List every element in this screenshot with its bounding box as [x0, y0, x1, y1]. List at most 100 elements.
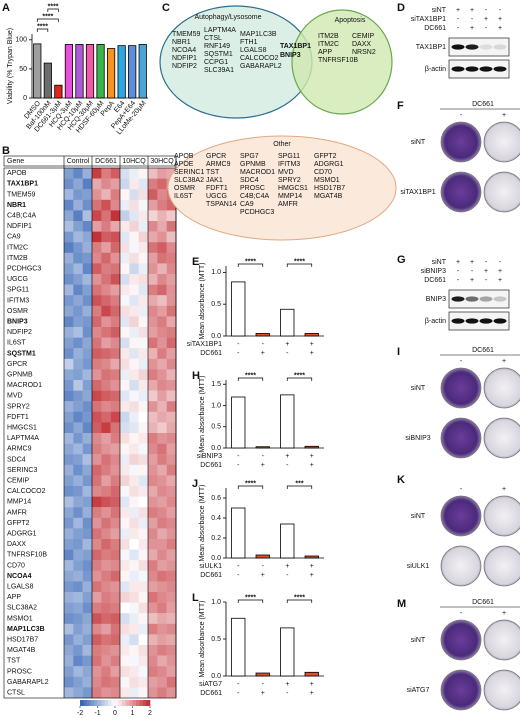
heatmap-cell [92, 316, 102, 328]
heatmap-cell [92, 422, 102, 434]
colorbar-step [111, 700, 116, 706]
heatmap-cell [110, 676, 121, 688]
panel-letter: A [2, 2, 10, 14]
heatmap-cell [157, 528, 167, 540]
condition-sign: - [237, 681, 240, 688]
gene-name: DAXX [352, 41, 371, 48]
heatmap-cell [64, 475, 74, 487]
heatmap-cell [157, 581, 167, 593]
heatmap-cell [157, 613, 167, 624]
condition-sign: + [498, 268, 502, 275]
heatmap-cell [101, 348, 111, 359]
condition-sign: - [471, 268, 474, 275]
heatmap-cell [64, 242, 74, 253]
heatmap-cell [64, 443, 74, 455]
heatmap-cell [110, 645, 121, 656]
gene-name: SLC39A1 [204, 67, 234, 74]
heatmap-cell [73, 443, 83, 455]
gene-name: APP [318, 49, 332, 56]
apoptosis-set [291, 9, 393, 115]
colorbar-step [83, 700, 88, 706]
condition-sign: - [457, 25, 460, 32]
heatmap-cell [120, 528, 130, 540]
panel-letter: D [397, 2, 405, 14]
heatmap-cell [101, 623, 111, 635]
condition-label: siULK1 [199, 563, 222, 570]
heatmap-cell [110, 443, 121, 455]
heatmap-cell [82, 337, 93, 349]
gene-name: TST [206, 169, 220, 176]
culture-plate [440, 619, 482, 661]
heatmap-cell [138, 443, 149, 455]
heatmap-cell [166, 390, 177, 402]
heatmap-cell [129, 634, 139, 646]
heatmap-cell [110, 666, 121, 677]
gene-name: CA9 [240, 201, 254, 208]
blot-band [493, 44, 507, 50]
condition-sign: + [261, 462, 265, 469]
heatmap-cell [120, 592, 130, 603]
heatmap-cell [157, 560, 167, 571]
heatmap-cell [92, 284, 102, 296]
heatmap-cell [92, 369, 102, 381]
other-set [167, 135, 397, 241]
gene-label: HMGCS1 [7, 425, 37, 432]
condition-sign: + [498, 16, 502, 23]
heatmap-cell [92, 305, 102, 317]
heatmap-cell [138, 528, 149, 540]
condition-sign: + [285, 563, 289, 570]
heatmap-cell [101, 380, 111, 391]
heatmap-cell [73, 242, 83, 253]
heatmap-cell [157, 199, 167, 211]
blot-membrane [448, 37, 510, 57]
heatmap-cell [166, 168, 177, 179]
heatmap-cell [110, 687, 121, 699]
heatmap-cell [101, 358, 111, 370]
heatmap-cell [101, 284, 111, 296]
heatmap-cell [148, 189, 158, 200]
heatmap-cell [101, 687, 111, 699]
heatmap-cell [110, 380, 121, 391]
heatmap-cell [110, 369, 121, 381]
heatmap-cell [82, 581, 93, 593]
heatmap-cell [138, 305, 149, 317]
significance-label: **** [294, 594, 305, 601]
y-tick-label: 0.4 [211, 515, 221, 522]
heatmap-cell [166, 443, 177, 455]
heatmap-cell [129, 337, 139, 349]
heatmap-cell [148, 464, 158, 476]
condition-sign: - [237, 462, 240, 469]
gene-name: IFITM3 [278, 161, 300, 168]
significance-label: **** [245, 480, 256, 487]
heatmap-cell [73, 645, 83, 656]
heatmap-cell [166, 560, 177, 571]
heatmap-cell [148, 168, 158, 179]
heatmap-cell [82, 348, 93, 359]
heatmap-cell [64, 676, 74, 688]
heatmap-cell [82, 178, 93, 190]
culture-plate [483, 495, 520, 537]
heatmap-cell [148, 496, 158, 508]
bar [304, 445, 319, 449]
heatmap-cell [166, 666, 177, 677]
heatmap-cell [101, 178, 111, 190]
blot-band [493, 296, 507, 302]
heatmap-cell [129, 666, 139, 677]
heatmap-cell [120, 602, 130, 614]
gene-label: FDFT1 [7, 414, 29, 421]
heatmap-cell [148, 390, 158, 402]
blot-band [479, 318, 493, 324]
heatmap-cell [138, 231, 149, 243]
condition-label: siNT [432, 7, 447, 14]
heatmap-cell [129, 496, 139, 508]
plate-header: DC661 [472, 101, 494, 108]
blot-band [451, 296, 465, 302]
heatmap-cell [129, 422, 139, 434]
heatmap-cell [101, 221, 111, 232]
heatmap-cell [166, 210, 177, 222]
y-axis-label: Mean absorbance (MTT) [199, 484, 206, 561]
condition-sign: - [286, 350, 289, 357]
gene-name: FDFT1 [206, 185, 228, 192]
set-title: Apoptosis [335, 17, 366, 24]
panel-letter: J [192, 478, 198, 490]
